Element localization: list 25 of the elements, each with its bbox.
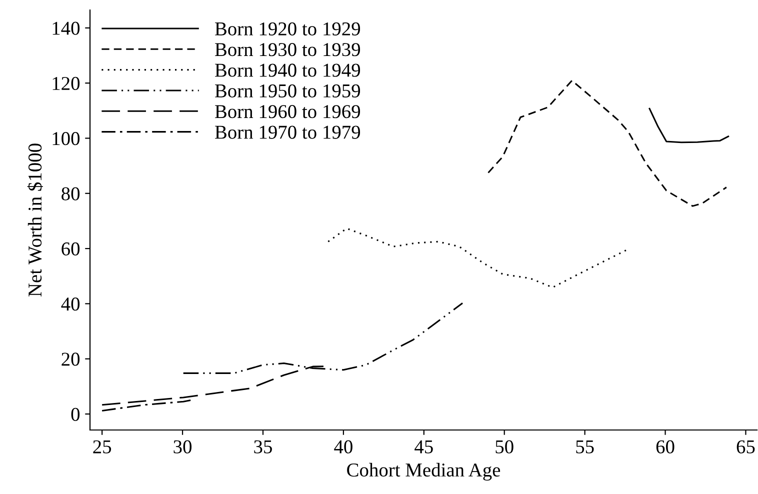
x-tick-label: 55 (576, 440, 594, 454)
x-tick-label: 25 (93, 440, 112, 454)
y-tick-label: 120 (52, 76, 80, 90)
y-axis-title: Net Worth in $1000 (27, 144, 43, 297)
y-tick-label: 0 (71, 408, 80, 421)
y-tick-label: 100 (52, 132, 80, 146)
y-tick-label: 40 (61, 298, 80, 311)
x-tick-label: 60 (656, 440, 674, 454)
legend-label: Born 1920 to 1929 (215, 22, 360, 36)
y-tick-label: 80 (62, 187, 80, 200)
legend-label: Born 1930 to 1939 (215, 43, 360, 56)
y-tick-label: 140 (52, 22, 80, 35)
x-tick-label: 45 (414, 440, 433, 454)
x-tick-label: 40 (334, 440, 352, 454)
x-tick-label: 30 (174, 440, 192, 454)
x-axis-title: Cohort Median Age (347, 462, 500, 481)
legend-label: Born 1960 to 1969 (215, 105, 360, 118)
x-tick-label: 50 (496, 440, 514, 454)
x-tick-label: 35 (254, 440, 272, 454)
legend-label: Born 1970 to 1979 (215, 126, 360, 139)
legend-label: Born 1950 to 1959 (215, 84, 360, 98)
y-tick-label: 20 (62, 352, 80, 366)
y-tick-label: 60 (62, 242, 80, 256)
x-tick-label: 65 (736, 440, 755, 454)
legend-label: Born 1940 to 1949 (215, 64, 360, 77)
